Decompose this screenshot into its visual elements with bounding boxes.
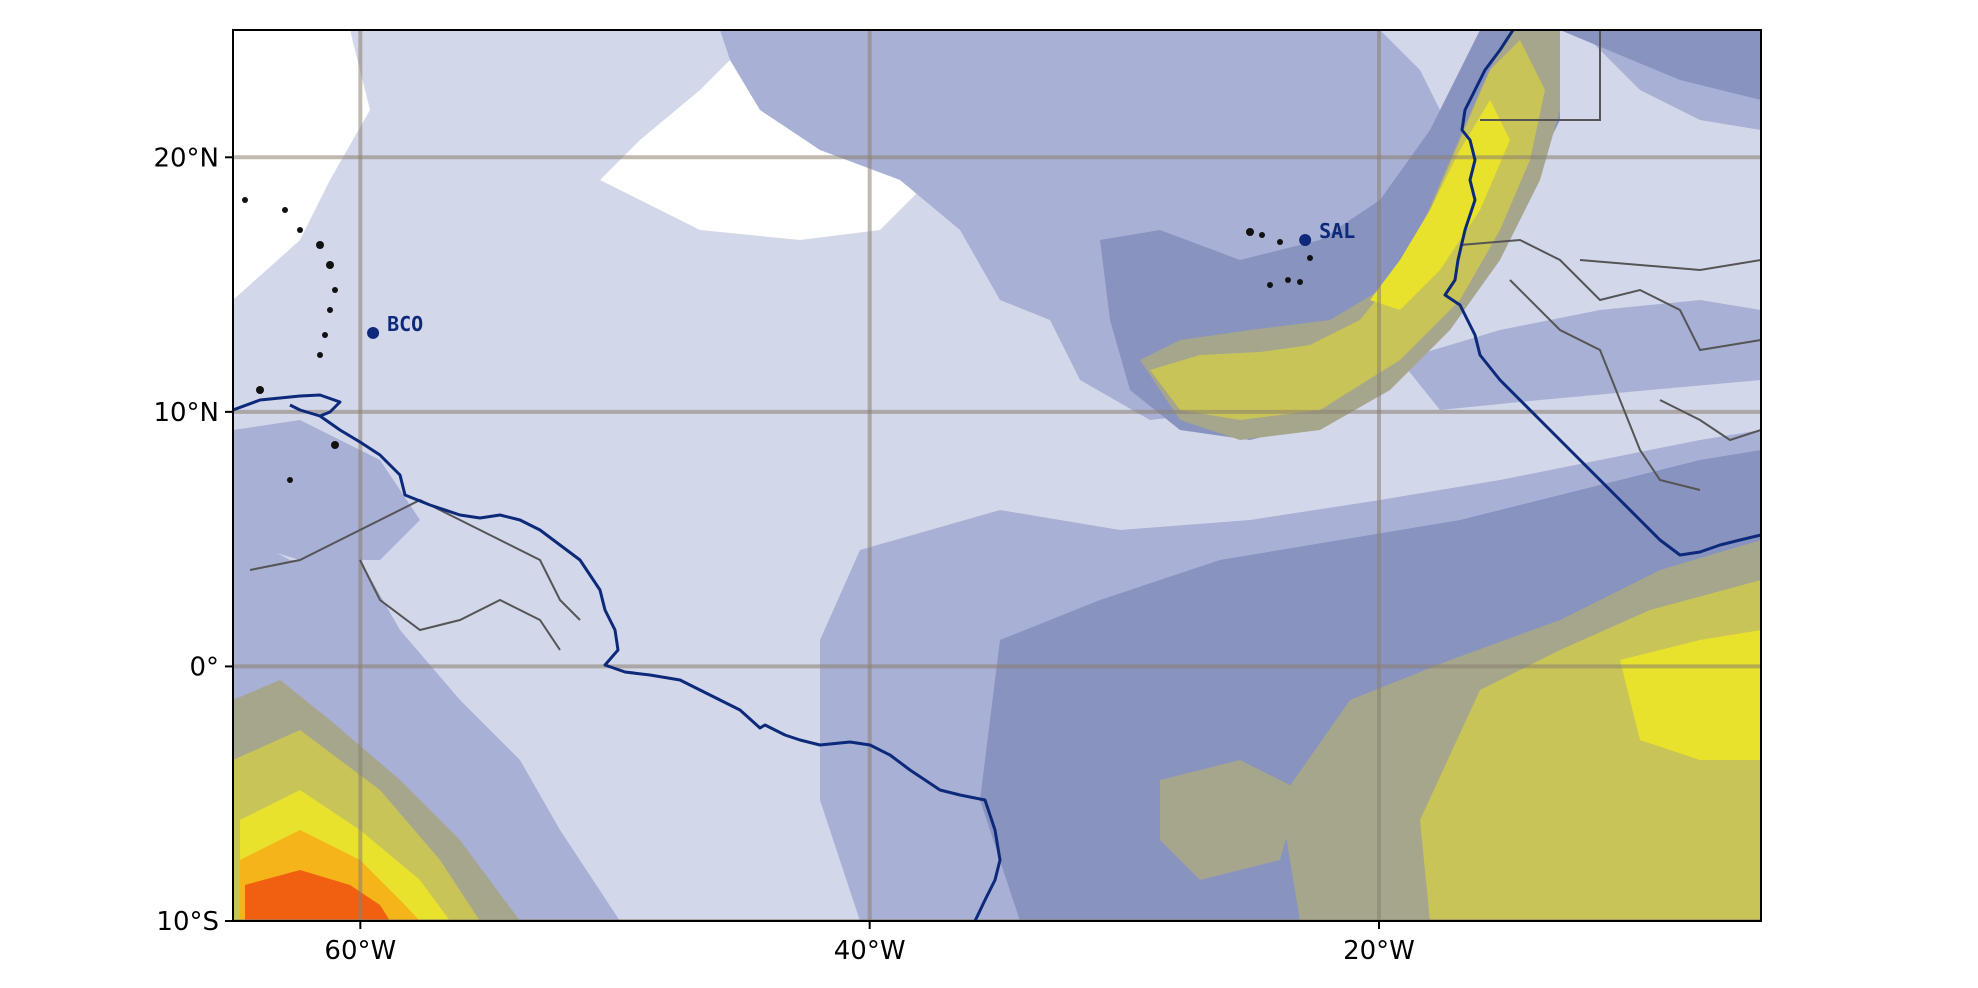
- y-tick-label: 10°S: [156, 907, 219, 937]
- y-tick-label: 0°: [189, 652, 219, 682]
- country-borders: [249, 30, 1761, 651]
- island: [316, 241, 324, 249]
- border-line: [1459, 238, 1761, 352]
- field-contour: [1370, 100, 1510, 310]
- field-contour: [233, 420, 420, 560]
- field-contour: [1140, 30, 1560, 440]
- south-america-coastline: [233, 393, 1002, 921]
- caribbean-islands: [242, 197, 339, 483]
- x-tick-label: 40°W: [834, 936, 906, 966]
- station-label-sal: SAL: [1319, 219, 1355, 243]
- island: [1246, 228, 1254, 236]
- island: [326, 261, 334, 269]
- field-contour: [1400, 300, 1761, 410]
- axis-ticks: 60°W 40°W 20°W 20°N 10°N 0° 10°S: [153, 143, 1414, 966]
- axes-frame: [232, 29, 1762, 922]
- border-line: [1659, 399, 1761, 442]
- map-axes-content: [233, 30, 1761, 921]
- island: [322, 332, 328, 338]
- border-line: [249, 498, 581, 621]
- station-marker-bco: [367, 326, 380, 339]
- island: [242, 197, 248, 203]
- field-contour: [1560, 30, 1761, 100]
- x-tick-label: 60°W: [324, 936, 396, 966]
- island: [297, 227, 303, 233]
- station-label-bco: BCO: [387, 312, 423, 336]
- island: [327, 307, 333, 313]
- y-tick-label: 10°N: [153, 398, 219, 428]
- west-africa-coastline: [1443, 30, 1761, 557]
- border-line: [1509, 279, 1701, 491]
- island: [1307, 255, 1313, 261]
- island: [317, 352, 323, 358]
- island: [331, 441, 339, 449]
- field-contour: [1160, 760, 1300, 880]
- y-tick-label: 20°N: [153, 143, 219, 173]
- island: [287, 477, 293, 483]
- island: [1259, 232, 1265, 238]
- field-level-8: [245, 870, 390, 921]
- island: [256, 386, 264, 394]
- island: [282, 207, 288, 213]
- field-contour: [245, 870, 390, 921]
- stations: BCO SAL: [367, 219, 1355, 339]
- island: [1277, 239, 1283, 245]
- coastlines: [233, 30, 1761, 921]
- field-contour: [1620, 630, 1761, 760]
- border-line: [1579, 30, 1761, 272]
- border-line: [359, 559, 561, 651]
- island: [1267, 282, 1273, 288]
- island: [1297, 279, 1303, 285]
- island: [1285, 277, 1291, 283]
- station-marker-sal: [1299, 234, 1312, 247]
- border-line: [1480, 30, 1601, 121]
- gridlines: [233, 30, 1761, 921]
- cape-verde-islands: [1246, 228, 1313, 288]
- x-tick-label: 20°W: [1343, 936, 1415, 966]
- island: [332, 287, 338, 293]
